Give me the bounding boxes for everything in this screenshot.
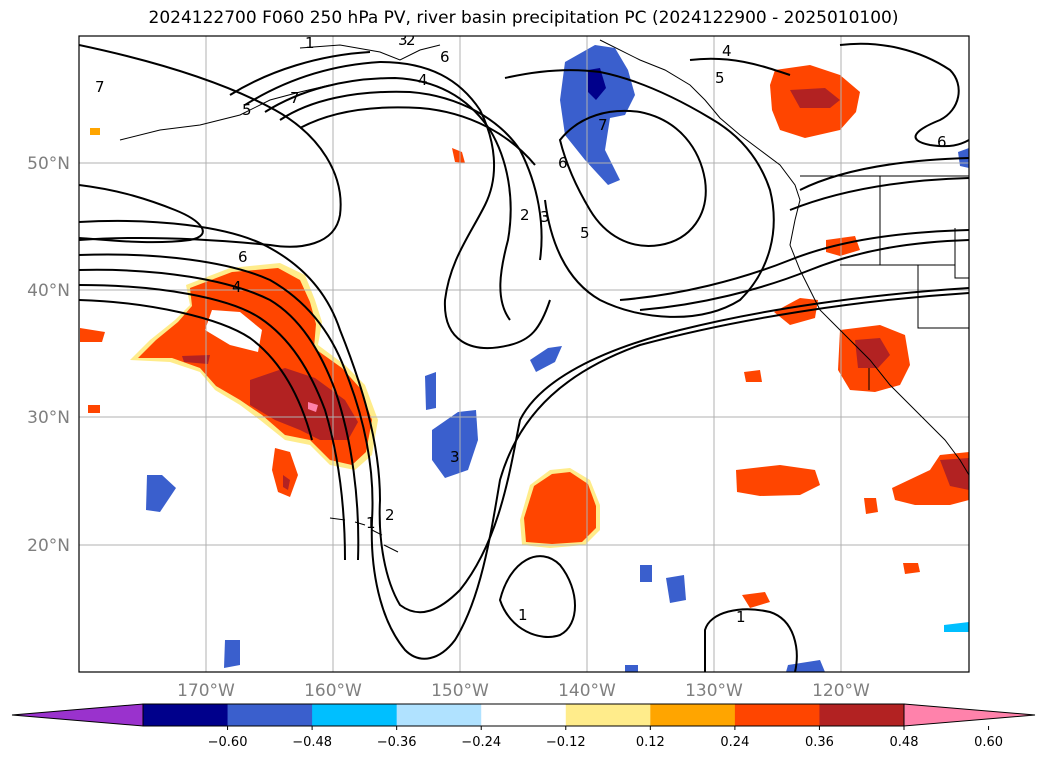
contour-label: 1	[366, 514, 376, 532]
contour-label: 5	[715, 69, 725, 87]
contour-label: 3	[398, 31, 408, 49]
colorbar-tick-label: 0.12	[636, 735, 665, 750]
lat-label: 40°N	[27, 281, 70, 301]
contour-label: 6	[238, 248, 248, 266]
longitude-labels: 170°W 160°W 150°W 140°W 130°W 120°W	[177, 681, 870, 701]
contour-label: 7	[290, 89, 300, 107]
contour-label: 4	[722, 42, 732, 60]
lat-label: 50°N	[27, 154, 70, 174]
colorbar-tick-label: −0.36	[377, 735, 417, 750]
pv-contours	[79, 42, 969, 672]
contour-label: 6	[558, 154, 568, 172]
colorbar-tick-label: 0.24	[720, 735, 749, 750]
colorbar-extend-max	[903, 703, 1036, 727]
colorbar-segment	[565, 704, 651, 726]
map-title: 2024122700 F060 250 hPa PV, river basin …	[148, 8, 899, 28]
colorbar-segment	[819, 704, 905, 726]
contour-label: 7	[95, 78, 105, 96]
contour-label: 6	[440, 48, 450, 66]
contour-label: 6	[937, 133, 947, 151]
contour-label: 1	[518, 606, 528, 624]
gridlines	[79, 36, 969, 672]
colorbar-segment	[734, 704, 820, 726]
contour-label: 2	[385, 506, 395, 524]
colorbar-tick-label: −0.60	[208, 735, 248, 750]
contour-label: 1	[305, 34, 315, 52]
contour-label: 3	[540, 208, 550, 226]
map-frame	[78, 35, 970, 673]
colorbar-tick-label: 0.36	[805, 735, 834, 750]
contour-label: 4	[232, 278, 242, 296]
lon-label: 170°W	[177, 681, 235, 701]
contour-label: 2	[520, 206, 530, 224]
lon-label: 160°W	[304, 681, 362, 701]
lon-label: 120°W	[812, 681, 870, 701]
colorbar-segment	[396, 704, 482, 726]
colorbar-frame	[142, 703, 905, 727]
contour-label: 2	[406, 31, 416, 49]
colorbar: −0.60 −0.48 −0.36 −0.24 −0.12 0.12 0.24 0.36 0.4…	[11, 703, 1036, 750]
contour-labels: 7 6 5 4 3 2 1 6 4 7 6 5 4 6 2 3 5 7 3 2 …	[95, 31, 947, 626]
colorbar-segment	[143, 704, 229, 726]
colorbar-segment	[227, 704, 313, 726]
colorbar-segment	[650, 704, 736, 726]
contour-label: 5	[242, 101, 252, 119]
lon-label: 140°W	[558, 681, 616, 701]
colorbar-extend-min	[11, 703, 144, 727]
colorbar-tick-label: −0.48	[292, 735, 332, 750]
colorbar-tick-label: 0.60	[974, 735, 1003, 750]
lon-label: 130°W	[685, 681, 743, 701]
colorbar-segment	[481, 704, 567, 726]
contour-label: 1	[736, 608, 746, 626]
contour-label: 3	[450, 448, 460, 466]
colorbar-tick-label: −0.12	[546, 735, 586, 750]
latitude-labels: 50°N 40°N 30°N 20°N	[27, 154, 70, 556]
coastlines	[119, 39, 969, 553]
colorbar-tick-label: 0.48	[890, 735, 919, 750]
lat-label: 30°N	[27, 408, 70, 428]
lon-label: 150°W	[431, 681, 489, 701]
contour-label: 5	[580, 224, 590, 242]
colorbar-segment	[312, 704, 398, 726]
contour-label: 7	[598, 116, 608, 134]
colorbar-tick-label: −0.24	[461, 735, 501, 750]
contour-label: 4	[418, 71, 428, 89]
lat-label: 20°N	[27, 536, 70, 556]
